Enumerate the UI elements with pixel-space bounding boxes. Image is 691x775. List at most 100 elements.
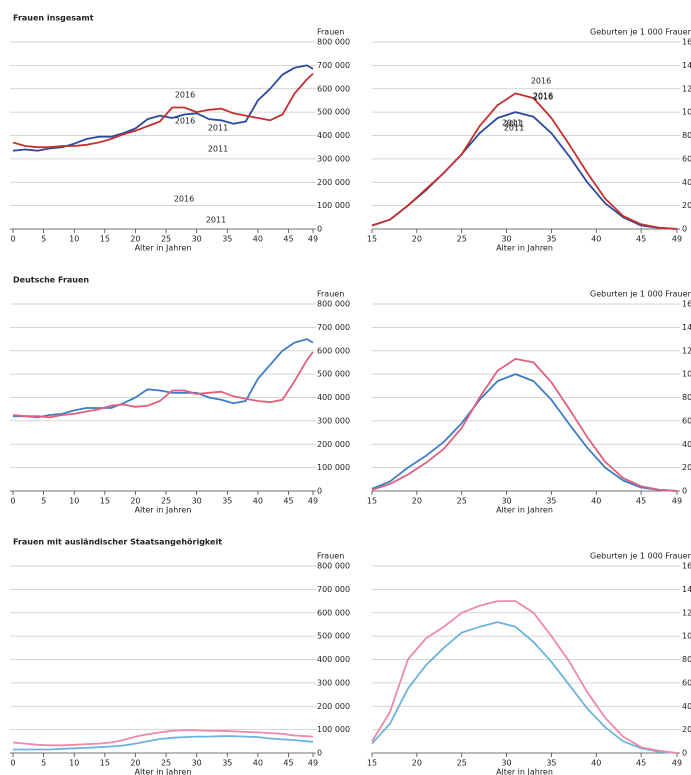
x-tick-label: 49 (308, 759, 318, 768)
series-line (12, 72, 314, 149)
x-tick-label: 15 (367, 235, 377, 244)
x-tick-label: 30 (501, 235, 511, 244)
x-tick-label: 30 (501, 759, 511, 768)
y-tick-label: 160 (682, 38, 691, 47)
y-tick-label: 80 (682, 655, 691, 664)
series-label: 2011 (504, 124, 524, 133)
x-tick-label: 35 (222, 759, 232, 768)
y-tick-label: 20 (682, 201, 691, 210)
y-tick-label: 200 000 (317, 178, 350, 187)
x-tick-label: 49 (672, 759, 682, 768)
series-label: 2011 (502, 119, 522, 128)
series-label: 2016 (174, 195, 194, 204)
y-axis-label: Frauen (317, 28, 344, 37)
y-tick-label: 40 (682, 702, 691, 711)
x-tick-label: 5 (41, 497, 46, 506)
x-tick-label: 20 (130, 759, 140, 768)
y-tick-label: 400 000 (317, 655, 350, 664)
y-tick-label: 60 (682, 678, 691, 687)
x-tick-label: 45 (636, 497, 646, 506)
series-line (13, 338, 314, 419)
x-tick-label: 35 (546, 759, 556, 768)
y-tick-label: 120 (682, 346, 691, 355)
y-tick-label: 0 (317, 487, 322, 496)
x-tick-label: 49 (308, 497, 318, 506)
y-tick-label: 0 (682, 749, 687, 758)
x-tick-label: 35 (546, 497, 556, 506)
x-tick-label: 15 (100, 759, 110, 768)
x-tick-label: 30 (192, 235, 202, 244)
y-tick-label: 100 000 (317, 463, 350, 472)
series-label: 2011 (504, 120, 524, 129)
x-tick-label: 0 (10, 235, 15, 244)
y-tick-label: 700 000 (317, 585, 350, 594)
y-tick-label: 300 000 (317, 678, 350, 687)
y-tick-label: 100 (682, 108, 691, 117)
y-tick-label: 300 000 (317, 154, 350, 163)
x-tick-label: 20 (130, 235, 140, 244)
x-axis-label: Alter in Jahren (496, 506, 553, 515)
series-line (371, 358, 678, 492)
series-line (12, 64, 314, 152)
y-tick-label: 140 (682, 61, 691, 70)
x-tick-label: 30 (192, 759, 202, 768)
x-tick-label: 45 (636, 759, 646, 768)
x-tick-label: 25 (161, 497, 171, 506)
y-axis-label: Geburten je 1 000 Frauen (590, 552, 691, 561)
y-tick-label: 120 (682, 608, 691, 617)
x-tick-label: 0 (10, 497, 15, 506)
series-line (371, 373, 678, 492)
x-tick-label: 49 (672, 497, 682, 506)
x-axis-label: Alter in Jahren (135, 244, 192, 253)
y-tick-label: 0 (682, 487, 687, 496)
x-tick-label: 40 (591, 235, 601, 244)
y-tick-label: 100 (682, 370, 691, 379)
x-tick-label: 15 (100, 497, 110, 506)
series-line (371, 111, 678, 230)
x-tick-label: 49 (672, 235, 682, 244)
series-label: 2016 (533, 93, 553, 102)
x-tick-label: 40 (591, 497, 601, 506)
y-tick-label: 60 (682, 154, 691, 163)
y-tick-label: 0 (317, 749, 322, 758)
y-tick-label: 700 000 (317, 61, 350, 70)
x-tick-label: 15 (100, 235, 110, 244)
x-axis-label: Alter in Jahren (135, 506, 192, 515)
series-label: 2016 (175, 117, 195, 126)
x-tick-label: 30 (192, 497, 202, 506)
x-tick-label: 45 (636, 235, 646, 244)
x-axis-label: Alter in Jahren (135, 768, 192, 775)
x-tick-label: 25 (161, 235, 171, 244)
y-tick-label: 0 (682, 225, 687, 234)
x-tick-label: 40 (253, 497, 263, 506)
y-tick-label: 600 000 (317, 608, 350, 617)
x-tick-label: 35 (222, 235, 232, 244)
x-tick-label: 30 (501, 497, 511, 506)
x-tick-label: 10 (69, 497, 79, 506)
x-axis-label: Alter in Jahren (496, 768, 553, 775)
y-tick-label: 200 000 (317, 702, 350, 711)
x-tick-label: 20 (412, 497, 422, 506)
y-tick-label: 100 (682, 632, 691, 641)
chart-title: Deutsche Frauen (13, 276, 89, 285)
y-tick-label: 160 (682, 300, 691, 309)
series-label: 2016 (533, 92, 553, 101)
x-tick-label: 10 (69, 759, 79, 768)
y-tick-label: 100 000 (317, 201, 350, 210)
y-tick-label: 700 000 (317, 323, 350, 332)
y-tick-label: 120 (682, 84, 691, 93)
y-tick-label: 300 000 (317, 416, 350, 425)
y-tick-label: 100 000 (317, 725, 350, 734)
y-tick-label: 0 (317, 225, 322, 234)
series-line (12, 351, 314, 419)
x-tick-label: 40 (253, 235, 263, 244)
y-tick-label: 200 000 (317, 440, 350, 449)
x-tick-label: 0 (10, 759, 15, 768)
y-tick-label: 40 (682, 178, 691, 187)
x-tick-label: 5 (41, 235, 46, 244)
y-tick-label: 60 (682, 416, 691, 425)
y-tick-label: 20 (682, 725, 691, 734)
x-axis-label: Alter in Jahren (496, 244, 553, 253)
series-label: 2011 (208, 124, 228, 133)
x-tick-label: 35 (546, 235, 556, 244)
